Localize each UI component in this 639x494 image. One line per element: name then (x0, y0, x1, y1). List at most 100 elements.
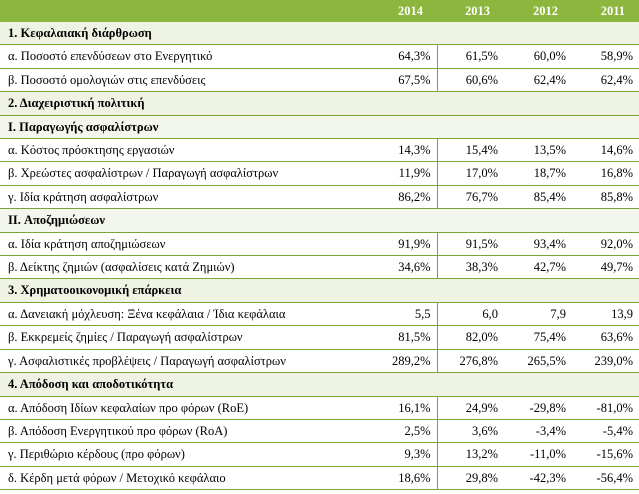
row-label: α. Δανειακή μόχλευση: Ξένα κεφάλαια / Ίδ… (0, 302, 355, 327)
value-cell: -11,0% (504, 442, 572, 467)
value-cell: 38,3% (437, 255, 504, 280)
subsection-header-row: II. Αποζημιώσεων (0, 208, 639, 233)
section-title: 4. Απόδοση και αποδοτικότητα (0, 372, 639, 397)
value-cell: 5,5 (355, 302, 438, 327)
row-label: α. Ιδία κράτηση αποζημιώσεων (0, 232, 355, 257)
value-cell: 49,7% (572, 255, 639, 280)
value-cell: 29,8% (437, 466, 504, 491)
year-header: 2013 (437, 0, 504, 22)
value-cell: 14,3% (355, 138, 438, 163)
value-cell: 13,5% (504, 138, 572, 163)
value-cell: 75,4% (504, 325, 572, 350)
value-cell: 7,9 (504, 302, 572, 327)
value-cell: 91,5% (437, 232, 504, 257)
table-row: γ. Ιδία κράτηση ασφαλίστρων 86,2% 76,7% 85,… (0, 185, 639, 210)
table-row: α. Κόστος πρόσκτησης εργασιών 14,3% 15,4% 1… (0, 138, 639, 163)
value-cell: -15,6% (572, 442, 639, 467)
value-cell: 11,9% (355, 161, 438, 186)
subsection-title: I. Παραγωγής ασφαλίστρων (0, 115, 639, 140)
value-cell: -56,4% (572, 466, 639, 491)
value-cell: 16,1% (355, 396, 438, 420)
value-cell: 6,0 (437, 302, 504, 327)
row-label: β. Ποσοστό ομολογιών στις επενδύσεις (0, 68, 355, 93)
row-label: γ. Ασφαλιστικές προβλέψεις / Παραγωγή ασ… (0, 349, 355, 374)
value-cell: 239,0% (572, 349, 639, 374)
value-cell: 15,4% (437, 138, 504, 163)
year-header: 2011 (572, 0, 639, 22)
subsection-title: II. Αποζημιώσεων (0, 208, 639, 233)
value-cell: 18,7% (504, 161, 572, 186)
section-title: 3. Χρηματοοικονομική επάρκεια (0, 278, 639, 303)
value-cell: 13,2% (437, 442, 504, 467)
subsection-header-row: I. Παραγωγής ασφαλίστρων (0, 115, 639, 140)
value-cell: -42,3% (504, 466, 572, 491)
value-cell: 24,9% (437, 396, 504, 420)
value-cell: 93,4% (504, 232, 572, 257)
row-label: β. Χρεώστες ασφαλίστρων / Παραγωγή ασφαλ… (0, 161, 355, 186)
table-row: α. Απόδοση Ιδίων κεφαλαίων προ φόρων (Ro… (0, 396, 639, 420)
row-label: γ. Περιθώριο κέρδους (προ φόρων) (0, 442, 355, 467)
value-cell: 61,5% (437, 44, 504, 69)
value-cell: -81,0% (572, 396, 639, 420)
value-cell: 16,8% (572, 161, 639, 186)
table-row: γ. Ασφαλιστικές προβλέψεις / Παραγωγή ασ… (0, 349, 639, 374)
value-cell: 81,5% (355, 325, 438, 350)
year-header: 2014 (355, 0, 437, 22)
table-row: δ. Κέρδη μετά φόρων / Μετοχικό κεφάλαιο 1… (0, 466, 639, 491)
section-title: 1. Κεφαλαιακή διάρθρωση (0, 22, 639, 46)
table-body: 1. Κεφαλαιακή διάρθρωση α. Ποσοστό επενδύ… (0, 22, 639, 491)
value-cell: 265,5% (504, 349, 572, 374)
value-cell: 14,6% (572, 138, 639, 163)
row-label: γ. Ιδία κράτηση ασφαλίστρων (0, 185, 355, 210)
row-label: β. Δείκτης ζημιών (ασφαλίσεις κατά Ζημιώ… (0, 255, 355, 280)
row-label: δ. Κέρδη μετά φόρων / Μετοχικό κεφάλαιο (0, 466, 355, 491)
table-row: α. Δανειακή μόχλευση: Ξένα κεφάλαια / Ίδ… (0, 302, 639, 327)
row-label: α. Κόστος πρόσκτησης εργασιών (0, 138, 355, 163)
table-row: α. Ποσοστό επενδύσεων στο Ενεργητικό 64,3… (0, 44, 639, 69)
value-cell: 60,6% (437, 68, 504, 93)
table-row: β. Ποσοστό ομολογιών στις επενδύσεις 67,5… (0, 68, 639, 93)
table-row: β. Χρεώστες ασφαλίστρων / Παραγωγή ασφαλ… (0, 161, 639, 186)
value-cell: 34,6% (355, 255, 438, 280)
row-label: α. Απόδοση Ιδίων κεφαλαίων προ φόρων (Ro… (0, 396, 355, 420)
value-cell: -3,4% (504, 419, 572, 444)
row-label: β. Εκκρεμείς ζημίες / Παραγωγή ασφαλίστρ… (0, 325, 355, 350)
value-cell: 18,6% (355, 466, 438, 491)
value-cell: 13,9 (572, 302, 639, 327)
row-label: β. Απόδοση Ενεργητικού προ φόρων (RoA) (0, 419, 355, 444)
value-cell: 86,2% (355, 185, 438, 210)
table-row: β. Εκκρεμείς ζημίες / Παραγωγή ασφαλίστρ… (0, 325, 639, 350)
section-header-row: 4. Απόδοση και αποδοτικότητα (0, 372, 639, 397)
section-header-row: 1. Κεφαλαιακή διάρθρωση (0, 22, 639, 46)
table-row: α. Ιδία κράτηση αποζημιώσεων 91,9% 91,5% 93… (0, 232, 639, 257)
value-cell: 91,9% (355, 232, 438, 257)
value-cell: 9,3% (355, 442, 438, 467)
table-row: γ. Περιθώριο κέρδους (προ φόρων) 9,3% 13,2… (0, 442, 639, 467)
value-cell: 85,8% (572, 185, 639, 210)
header-row: 2014 2013 2012 2011 (0, 0, 639, 22)
value-cell: 276,8% (437, 349, 504, 374)
value-cell: -29,8% (504, 396, 572, 420)
header-label-cell (0, 0, 355, 22)
value-cell: 82,0% (437, 325, 504, 350)
row-label: α. Ποσοστό επενδύσεων στο Ενεργητικό (0, 44, 355, 69)
value-cell: 42,7% (504, 255, 572, 280)
table-row: β. Δείκτης ζημιών (ασφαλίσεις κατά Ζημιώ… (0, 255, 639, 280)
value-cell: 76,7% (437, 185, 504, 210)
section-header-row: 3. Χρηματοοικονομική επάρκεια (0, 278, 639, 303)
value-cell: 289,2% (355, 349, 438, 374)
value-cell: 85,4% (504, 185, 572, 210)
section-title: 2. Διαχειριστική πολιτική (0, 91, 639, 116)
value-cell: 67,5% (355, 68, 438, 93)
value-cell: 63,6% (572, 325, 639, 350)
value-cell: 62,4% (572, 68, 639, 93)
value-cell: 62,4% (504, 68, 572, 93)
value-cell: 17,0% (437, 161, 504, 186)
year-header: 2012 (504, 0, 572, 22)
section-header-row: 2. Διαχειριστική πολιτική (0, 91, 639, 116)
table-row: β. Απόδοση Ενεργητικού προ φόρων (RoA) 2,… (0, 419, 639, 444)
value-cell: 2,5% (355, 419, 438, 444)
value-cell: 58,9% (572, 44, 639, 69)
value-cell: -5,4% (572, 419, 639, 444)
